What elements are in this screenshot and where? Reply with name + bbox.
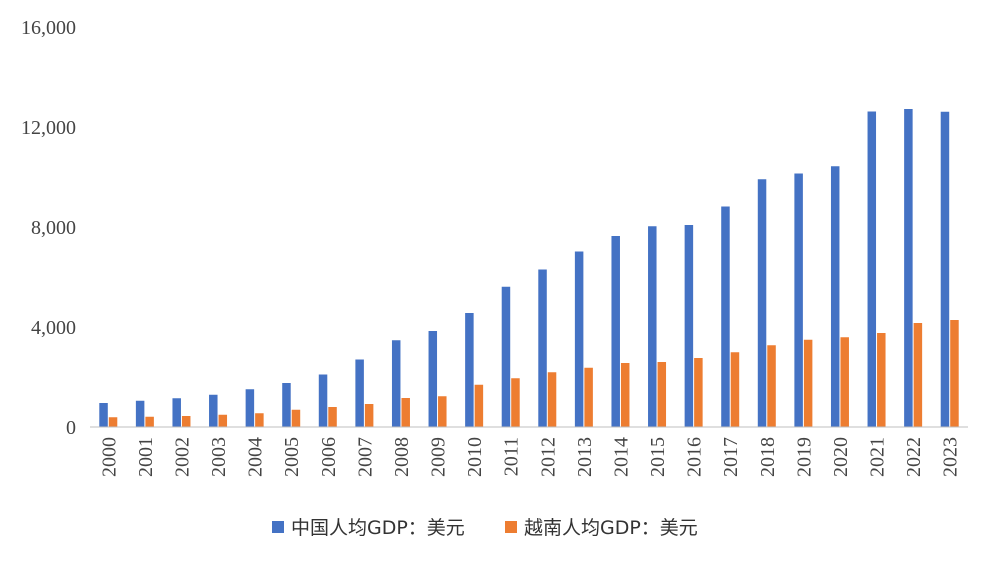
bar-vietnam-2017 xyxy=(730,352,740,427)
bars-group xyxy=(99,109,959,427)
bar-china-2013 xyxy=(574,251,584,427)
x-tick-label: 2006 xyxy=(318,437,340,477)
x-tick-label: 2021 xyxy=(867,437,889,477)
bar-vietnam-2023 xyxy=(950,320,959,427)
x-tick-label: 2020 xyxy=(830,437,852,477)
bar-vietnam-2016 xyxy=(694,358,703,427)
x-tick-label: 2004 xyxy=(245,437,267,477)
bar-vietnam-2010 xyxy=(474,384,484,427)
bar-vietnam-2000 xyxy=(108,417,118,427)
bar-vietnam-2018 xyxy=(767,345,776,427)
x-axis: 2000 2001 2002 2003 2004 2005 2006 2007 2008 2009… xyxy=(98,437,961,477)
legend-swatch-china xyxy=(272,521,284,533)
legend-swatch-vietnam xyxy=(505,521,517,533)
bar-china-2007 xyxy=(355,359,364,427)
x-tick-label: 2015 xyxy=(647,437,669,477)
bar-vietnam-2002 xyxy=(181,416,191,427)
bar-vietnam-2008 xyxy=(401,398,410,427)
bar-china-2017 xyxy=(721,206,730,427)
y-tick-label: 16,000 xyxy=(21,17,76,39)
bar-china-2001 xyxy=(135,400,145,427)
x-tick-label: 2012 xyxy=(537,437,559,477)
bar-vietnam-2012 xyxy=(547,372,557,427)
x-tick-label: 2023 xyxy=(940,437,962,477)
x-tick-label: 2014 xyxy=(610,437,632,477)
x-tick-label: 2008 xyxy=(391,437,413,477)
y-tick-label: 0 xyxy=(66,417,76,439)
bar-china-2000 xyxy=(99,403,108,427)
bar-vietnam-2005 xyxy=(291,409,301,427)
bar-china-2008 xyxy=(391,340,401,427)
x-tick-label: 2010 xyxy=(464,437,486,477)
x-tick-label: 2005 xyxy=(281,437,303,477)
x-tick-label: 2016 xyxy=(684,437,706,477)
bar-china-2011 xyxy=(501,286,511,427)
bar-vietnam-2021 xyxy=(877,333,886,427)
x-tick-label: 2007 xyxy=(354,437,376,477)
bar-china-2016 xyxy=(684,225,694,427)
bar-china-2020 xyxy=(830,166,840,427)
bar-china-2005 xyxy=(282,383,291,427)
y-tick-label: 12,000 xyxy=(21,117,76,139)
bar-vietnam-2015 xyxy=(657,362,667,427)
bar-china-2022 xyxy=(904,109,913,427)
bar-china-2006 xyxy=(318,374,328,427)
legend-label-vietnam: 越南人均GDP：美元 xyxy=(524,517,698,539)
bar-china-2023 xyxy=(940,111,950,427)
bar-vietnam-2013 xyxy=(584,367,593,427)
x-tick-label: 2019 xyxy=(793,437,815,477)
bar-vietnam-2011 xyxy=(511,378,520,427)
bar-vietnam-2006 xyxy=(328,407,337,427)
bar-vietnam-2004 xyxy=(255,413,264,427)
legend-label-china: 中国人均GDP：美元 xyxy=(291,517,465,539)
bar-china-2012 xyxy=(538,269,547,427)
legend: 中国人均GDP：美元 越南人均GDP：美元 xyxy=(272,517,698,539)
x-tick-label: 2013 xyxy=(574,437,596,477)
x-tick-label: 2000 xyxy=(98,437,120,477)
bar-china-2010 xyxy=(465,313,474,427)
y-tick-label: 4,000 xyxy=(31,317,76,339)
bar-vietnam-2022 xyxy=(913,323,923,427)
bar-china-2003 xyxy=(209,394,218,427)
bar-vietnam-2001 xyxy=(145,416,154,427)
bar-vietnam-2019 xyxy=(803,339,813,427)
y-axis: 0 4,000 8,000 12,000 16,000 xyxy=(21,17,76,439)
x-tick-label: 2011 xyxy=(501,437,523,476)
bar-vietnam-2020 xyxy=(840,337,849,427)
x-tick-label: 2003 xyxy=(208,437,230,477)
x-tick-label: 2001 xyxy=(135,437,157,477)
bar-china-2019 xyxy=(794,173,803,427)
x-tick-label: 2022 xyxy=(903,437,925,477)
bar-china-2002 xyxy=(172,398,181,427)
bar-vietnam-2009 xyxy=(438,396,447,427)
bar-china-2004 xyxy=(245,389,255,427)
x-tick-label: 2002 xyxy=(171,437,193,477)
bar-vietnam-2007 xyxy=(364,404,374,427)
y-tick-label: 8,000 xyxy=(31,217,76,239)
bar-china-2014 xyxy=(611,236,620,427)
bar-china-2015 xyxy=(648,226,657,427)
bar-vietnam-2014 xyxy=(620,363,630,427)
x-tick-label: 2018 xyxy=(757,437,779,477)
x-tick-label: 2009 xyxy=(428,437,450,477)
bar-china-2021 xyxy=(867,111,877,427)
x-tick-label: 2017 xyxy=(720,437,742,477)
bar-china-2018 xyxy=(757,179,767,427)
bar-china-2009 xyxy=(428,331,438,427)
bar-vietnam-2003 xyxy=(218,414,228,427)
